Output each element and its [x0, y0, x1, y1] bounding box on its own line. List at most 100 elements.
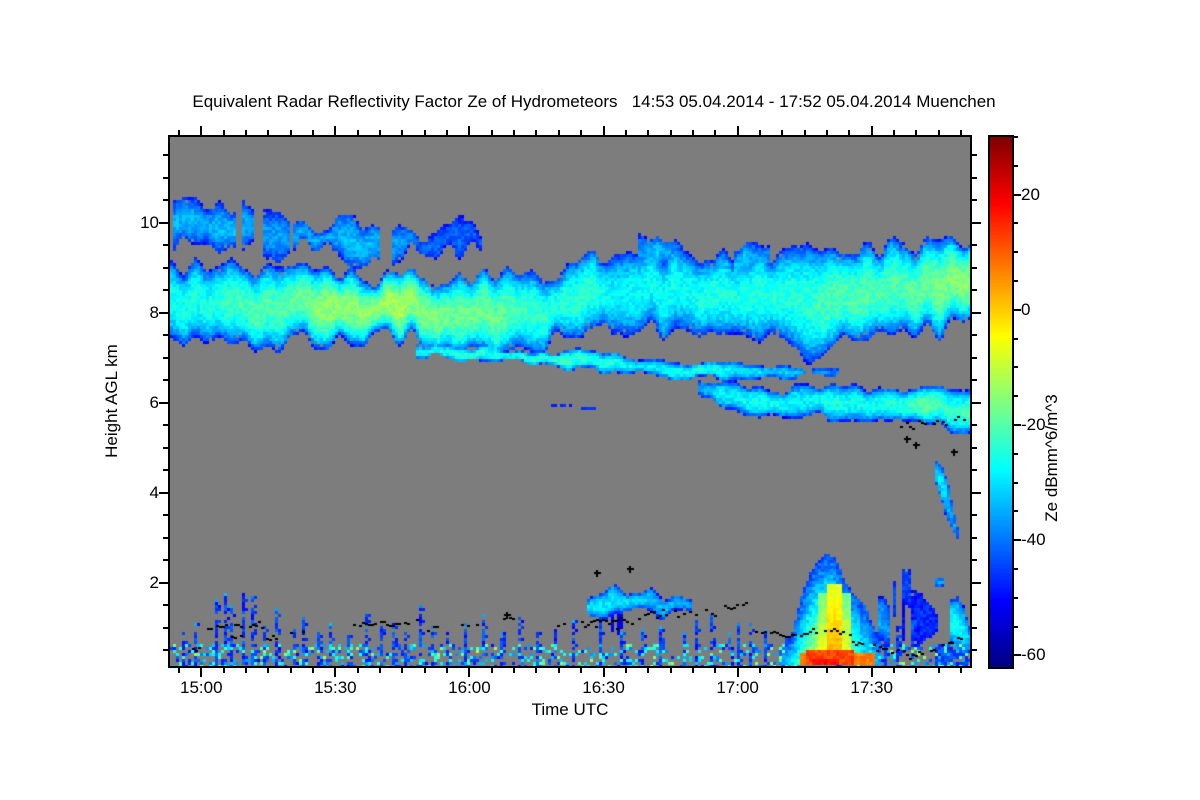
axis-tick: [557, 668, 560, 673]
axis-tick: [1014, 164, 1018, 167]
axis-tick: [177, 130, 180, 135]
axis-tick: [159, 401, 168, 404]
axis-tick: [1014, 136, 1018, 138]
axis-tick: [222, 130, 225, 135]
axis-tick: [163, 536, 168, 539]
axis-tick: [379, 668, 382, 673]
axis-tick: [972, 401, 981, 404]
axis-tick: [781, 668, 784, 673]
axis-tick: [334, 668, 337, 677]
axis-tick: [267, 668, 270, 673]
axis-tick: [244, 130, 247, 135]
axis-tick: [972, 199, 977, 202]
axis-tick: [163, 244, 168, 247]
axis-tick: [490, 130, 493, 135]
colorbar-tick-label: -20: [1021, 415, 1046, 435]
axis-tick: [1014, 481, 1018, 484]
axis-tick: [267, 130, 270, 135]
axis-tick: [714, 668, 717, 673]
axis-tick: [401, 668, 404, 673]
axis-tick: [1014, 395, 1018, 398]
axis-tick: [159, 581, 168, 584]
x-tick-label: 17:00: [716, 678, 759, 697]
axis-tick: [163, 154, 168, 156]
axis-tick: [163, 379, 168, 382]
axis-tick: [825, 130, 828, 135]
axis-tick: [1014, 510, 1018, 513]
axis-tick: [669, 130, 672, 135]
axis-tick: [1014, 222, 1018, 225]
axis-tick: [960, 668, 963, 673]
axis-tick: [972, 536, 977, 539]
axis-tick: [513, 668, 516, 673]
axis-tick: [289, 668, 292, 673]
axis-tick: [691, 668, 694, 673]
axis-tick: [401, 130, 404, 135]
radar-heatmap-canvas: [170, 137, 970, 666]
axis-tick: [163, 514, 168, 517]
axis-tick: [870, 126, 873, 135]
axis-tick: [825, 668, 828, 673]
axis-tick: [647, 130, 650, 135]
axis-tick: [177, 668, 180, 673]
axis-tick: [848, 668, 851, 673]
colorbar-tick-label: 20: [1021, 184, 1040, 204]
colorbar-tick-label: 0: [1021, 299, 1031, 319]
axis-tick: [163, 649, 168, 652]
axis-tick: [893, 668, 896, 673]
axis-tick: [468, 668, 471, 677]
colorbar-tick-label: -40: [1021, 530, 1046, 550]
axis-tick: [200, 668, 203, 677]
axis-tick: [1014, 596, 1018, 599]
axis-tick: [972, 626, 977, 629]
axis-tick: [1014, 424, 1021, 427]
axis-tick: [870, 668, 873, 677]
colorbar-tick-label: -60: [1021, 645, 1046, 665]
axis-tick: [972, 154, 977, 156]
axis-tick: [163, 559, 168, 562]
axis-tick: [490, 668, 493, 673]
axis-tick: [972, 356, 977, 359]
axis-tick: [163, 424, 168, 427]
axis-tick: [602, 126, 605, 135]
axis-tick: [624, 130, 627, 135]
y-tick-label: 10: [140, 212, 159, 232]
axis-tick: [200, 126, 203, 135]
axis-tick: [1014, 452, 1018, 455]
y-tick-label: 8: [149, 302, 159, 322]
axis-tick: [244, 668, 247, 673]
axis-tick: [159, 221, 168, 224]
axis-tick: [736, 668, 739, 677]
axis-tick: [972, 334, 977, 337]
axis-tick: [222, 668, 225, 673]
axis-tick: [972, 244, 977, 247]
axis-tick: [972, 221, 981, 224]
axis-tick: [915, 130, 918, 135]
y-tick-label: 6: [149, 392, 159, 412]
axis-tick: [624, 668, 627, 673]
axis-tick: [972, 581, 981, 584]
axis-tick: [163, 356, 168, 359]
x-tick-label: 17:30: [850, 678, 893, 697]
axis-tick: [781, 130, 784, 135]
axis-tick: [1014, 308, 1021, 311]
axis-tick: [557, 130, 560, 135]
x-axis-title: Time UTC: [531, 700, 609, 719]
axis-tick: [468, 126, 471, 135]
axis-tick: [803, 130, 806, 135]
axis-tick: [580, 668, 583, 673]
axis-tick: [1014, 539, 1021, 542]
axis-tick: [423, 130, 426, 135]
axis-tick: [669, 668, 672, 673]
axis-tick: [960, 130, 963, 135]
axis-tick: [535, 130, 538, 135]
axis-tick: [1014, 251, 1018, 254]
axis-tick: [803, 668, 806, 673]
axis-tick: [1014, 280, 1018, 283]
axis-tick: [972, 266, 977, 269]
axis-tick: [163, 199, 168, 202]
axis-tick: [163, 289, 168, 292]
axis-tick: [1014, 625, 1018, 628]
axis-tick: [163, 446, 168, 449]
